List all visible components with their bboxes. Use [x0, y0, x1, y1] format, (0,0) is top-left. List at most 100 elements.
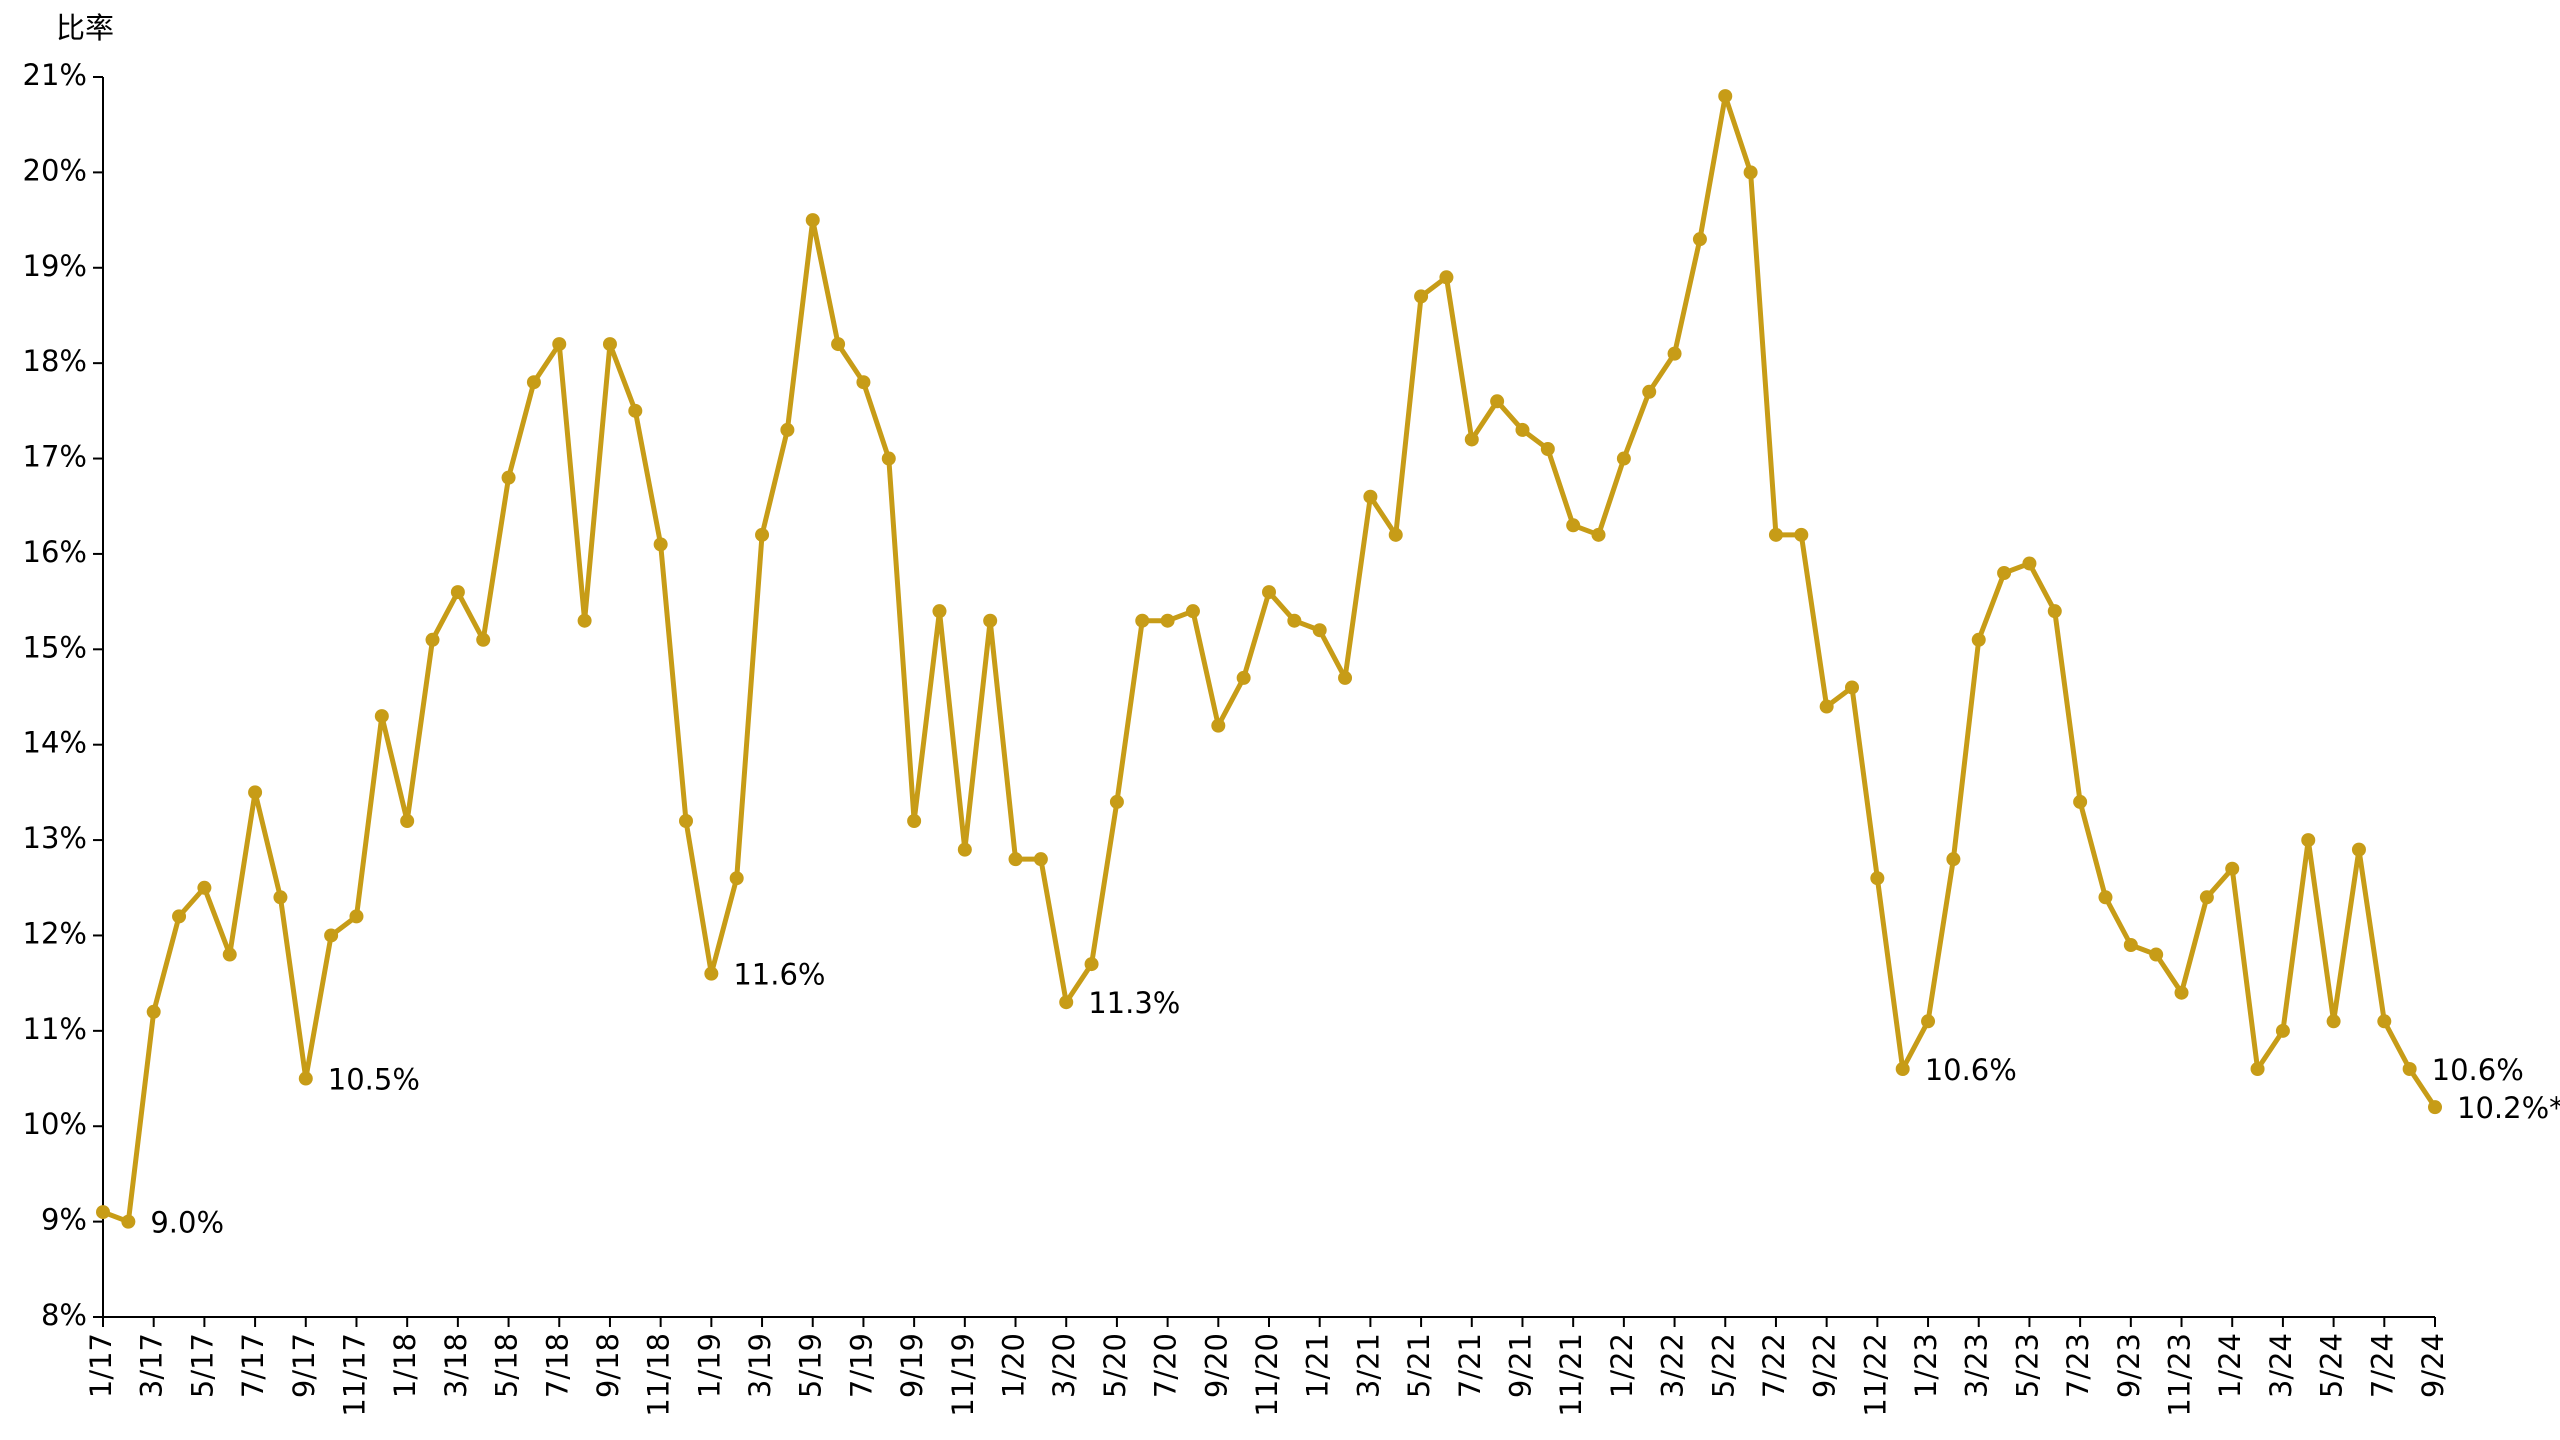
data-point: [1566, 518, 1581, 533]
x-tick-label: 9/22: [1808, 1333, 1842, 1398]
y-tick-label: 17%: [23, 440, 87, 474]
x-tick-label: 3/18: [439, 1333, 473, 1398]
data-point: [1718, 89, 1733, 104]
data-point: [1033, 852, 1048, 867]
data-point: [172, 909, 187, 924]
data-point: [121, 1214, 136, 1229]
x-tick-label: 5/22: [1706, 1333, 1740, 1398]
data-point: [1414, 289, 1429, 304]
x-tick-label: 7/20: [1149, 1333, 1183, 1398]
data-point: [1084, 957, 1099, 972]
y-tick-label: 21%: [23, 58, 87, 92]
data-point: [146, 1004, 161, 1019]
data-point: [1236, 670, 1251, 685]
data-point: [1946, 852, 1961, 867]
data-line: [102, 93, 2438, 1225]
y-tick-label: 13%: [23, 821, 87, 855]
y-tick-label: 9%: [41, 1203, 87, 1237]
data-point: [1135, 613, 1150, 628]
data-label: 11.3%: [1088, 986, 1180, 1020]
data-point: [2123, 938, 2138, 952]
data-point: [1642, 384, 1657, 399]
x-tick-label: 9/18: [591, 1333, 625, 1398]
x-tick-label: 9/24: [2416, 1333, 2450, 1398]
x-tick-label: 3/20: [1047, 1333, 1081, 1398]
y-tick-label: 18%: [23, 344, 87, 378]
data-point: [374, 709, 389, 724]
data-point: [2149, 947, 2164, 962]
y-tick-label: 16%: [23, 535, 87, 569]
data-point: [856, 375, 871, 390]
data-point: [1363, 489, 1378, 504]
y-tick-label: 11%: [23, 1012, 87, 1046]
x-tick-label: 1/24: [2213, 1333, 2247, 1398]
data-point: [1768, 527, 1783, 542]
x-tick-label: 1/22: [1605, 1333, 1639, 1398]
x-tick-label: 9/21: [1503, 1333, 1537, 1398]
data-point: [273, 890, 288, 905]
x-tick-label: 11/23: [2163, 1333, 2197, 1417]
data-point: [2174, 985, 2189, 1000]
x-tick-label: 11/21: [1554, 1333, 1588, 1417]
data-point: [324, 928, 339, 943]
data-label: 10.5%: [328, 1063, 420, 1097]
x-tick-label: 7/19: [844, 1333, 878, 1398]
data-point: [1591, 527, 1606, 542]
data-point: [1109, 794, 1124, 809]
data-point: [1971, 632, 1986, 647]
data-point: [2225, 861, 2240, 876]
data-point: [425, 632, 440, 647]
y-tick-label: 12%: [23, 916, 87, 950]
data-point: [1794, 527, 1809, 542]
data-point: [831, 337, 846, 352]
data-point: [2098, 890, 2113, 905]
x-tick-label: 11/18: [642, 1333, 676, 1417]
data-point: [704, 966, 719, 981]
data-label: 10.2%*: [2457, 1091, 2560, 1125]
x-tick-label: 5/20: [1098, 1333, 1132, 1398]
data-point: [1059, 995, 1074, 1010]
data-point: [1692, 232, 1707, 247]
data-point: [1008, 852, 1023, 867]
data-point: [248, 785, 263, 800]
x-tick-label: 5/21: [1402, 1333, 1436, 1398]
data-point: [1743, 165, 1758, 180]
x-tick-label: 5/24: [2315, 1333, 2349, 1398]
data-point: [1921, 1014, 1936, 1029]
data-point: [450, 585, 465, 600]
x-tick-label: 9/20: [1199, 1333, 1233, 1398]
data-point: [501, 470, 516, 485]
data-point: [907, 814, 922, 828]
data-point: [1439, 270, 1454, 285]
data-point: [2351, 842, 2366, 857]
x-tick-label: 3/23: [1960, 1333, 1994, 1398]
data-point: [1338, 670, 1353, 685]
x-tick-label: 9/19: [895, 1333, 929, 1398]
data-point: [1895, 1062, 1910, 1076]
data-point: [526, 375, 541, 390]
data-point: [932, 604, 947, 619]
y-axis-label: 比率: [56, 11, 114, 45]
x-tick-label: 11/20: [1250, 1333, 1284, 1417]
data-point: [1262, 585, 1276, 600]
data-point: [1388, 527, 1403, 542]
y-tick-label: 10%: [23, 1107, 87, 1141]
data-point: [1870, 871, 1885, 886]
data-point: [298, 1071, 313, 1086]
data-point: [1997, 566, 2012, 580]
data-point: [2275, 1023, 2290, 1038]
x-tick-label: 1/23: [1909, 1333, 1943, 1398]
x-tick-label: 1/17: [84, 1333, 118, 1398]
data-label: 10.6%: [1925, 1053, 2017, 1087]
data-point: [197, 880, 212, 895]
x-tick-label: 7/23: [2061, 1333, 2095, 1398]
x-tick-label: 5/19: [794, 1333, 828, 1398]
data-point: [2047, 604, 2062, 619]
data-point: [1490, 394, 1505, 409]
x-tick-label: 1/20: [997, 1333, 1031, 1398]
data-point: [349, 909, 364, 924]
data-point: [1185, 604, 1200, 619]
x-tick-label: 7/17: [236, 1333, 270, 1398]
data-point: [1515, 422, 1530, 437]
x-tick-label: 9/17: [287, 1333, 321, 1398]
